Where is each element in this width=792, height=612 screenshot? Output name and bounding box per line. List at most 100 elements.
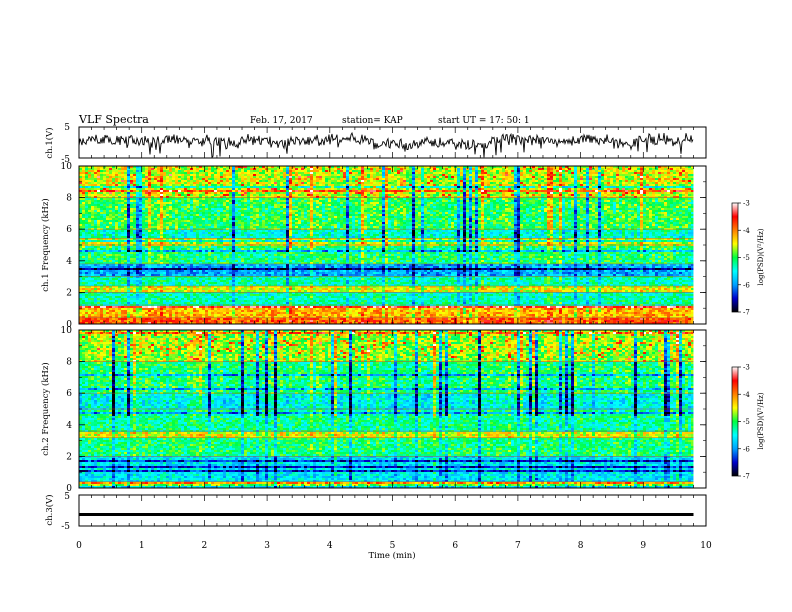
spectrogram-cell: [655, 190, 658, 192]
spectrogram-cell: [523, 172, 526, 174]
spectrogram-cell: [610, 166, 613, 168]
spectrogram-cell: [343, 200, 346, 202]
spectrogram-cell: [127, 174, 130, 176]
spectrogram-cell: [637, 192, 640, 194]
spectrogram-cell: [649, 166, 652, 168]
spectrogram-cell: [535, 200, 538, 202]
spectrogram-cell: [523, 168, 526, 170]
spectrogram-cell: [250, 208, 253, 210]
spectrogram-cell: [628, 208, 631, 210]
spectrogram-cell: [514, 170, 517, 172]
spectrogram-cell: [148, 180, 151, 182]
spectrogram-cell: [403, 204, 406, 206]
spectrogram-cell: [355, 170, 358, 172]
spectrogram-cell: [100, 198, 103, 200]
spectrogram-cell: [307, 196, 310, 198]
spectrogram-cell: [310, 192, 313, 194]
spectrogram-cell: [142, 202, 145, 204]
spectrogram-cell: [478, 182, 481, 184]
spectrogram-cell: [160, 192, 163, 194]
spectrogram-cell: [688, 168, 691, 170]
spectrogram-cell: [355, 166, 358, 168]
spectrogram-cell: [577, 198, 580, 200]
spectrogram-cell: [679, 166, 682, 168]
spectrogram-cell: [685, 178, 688, 180]
spectrogram-cell: [631, 194, 634, 196]
spectrogram-cell: [304, 190, 307, 192]
spectrogram-cell: [643, 200, 646, 202]
spectrogram-cell: [157, 206, 160, 208]
spectrogram-cell: [691, 196, 694, 198]
spectrogram-cell: [346, 192, 349, 194]
spectrogram-cell: [106, 194, 109, 196]
spectrogram-cell: [130, 180, 133, 182]
spectrogram-cell: [190, 190, 193, 192]
spectrogram-cell: [385, 206, 388, 208]
spectrogram-cell: [565, 174, 568, 176]
spectrogram-cell: [319, 210, 322, 212]
spectrogram-cell: [334, 212, 337, 214]
spectrogram-cell: [172, 198, 175, 200]
spectrogram-cell: [376, 188, 379, 190]
spectrogram-cell: [346, 208, 349, 210]
spectrogram-cell: [382, 198, 385, 200]
spectrogram-cell: [637, 202, 640, 204]
spectrogram-cell: [307, 202, 310, 204]
spectrogram-cell: [139, 184, 142, 186]
spectrogram-cell: [454, 172, 457, 174]
spectrogram-cell: [589, 174, 592, 176]
spectrogram-cell: [346, 188, 349, 190]
spectrogram-cell: [325, 194, 328, 196]
spectrogram-cell: [571, 196, 574, 198]
spectrogram-cell: [244, 198, 247, 200]
spectrogram-cell: [238, 174, 241, 176]
spectrogram-cell: [610, 206, 613, 208]
spectrogram-cell: [193, 210, 196, 212]
spectrogram-cell: [520, 202, 523, 204]
spectrogram-cell: [394, 172, 397, 174]
spectrogram-cell: [481, 212, 484, 214]
spectrogram-cell: [682, 178, 685, 180]
spectrogram-cell: [190, 184, 193, 186]
spectrogram-cell: [619, 180, 622, 182]
spectrogram-cell: [307, 198, 310, 200]
spectrogram-cell: [421, 176, 424, 178]
spectrogram-cell: [523, 174, 526, 176]
spectrogram-cell: [331, 206, 334, 208]
spectrogram-cell: [142, 166, 145, 168]
spectrogram-cell: [532, 176, 535, 178]
spectrogram-cell: [442, 182, 445, 184]
spectrogram-cell: [322, 180, 325, 182]
spectrogram-cell: [286, 188, 289, 190]
spectrogram-cell: [265, 208, 268, 210]
spectrogram-cell: [130, 196, 133, 198]
spectrogram-cell: [622, 198, 625, 200]
spectrogram-cell: [256, 192, 259, 194]
spectrogram-cell: [184, 208, 187, 210]
spectrogram-cell: [631, 200, 634, 202]
spectrogram-cell: [376, 180, 379, 182]
spectrogram-cell: [106, 170, 109, 172]
spectrogram-cell: [685, 208, 688, 210]
spectrogram-cell: [175, 180, 178, 182]
spectrogram-cell: [679, 204, 682, 206]
spectrogram-cell: [94, 208, 97, 210]
spectrogram-cell: [640, 208, 643, 210]
spectrogram-cell: [244, 176, 247, 178]
spectrogram-cell: [454, 186, 457, 188]
spectrogram-cell: [139, 208, 142, 210]
spectrogram-cell: [529, 198, 532, 200]
spectrogram-cell: [442, 208, 445, 210]
spectrogram-cell: [592, 176, 595, 178]
spectrogram-cell: [379, 194, 382, 196]
spectrogram-cell: [634, 168, 637, 170]
spectrogram-cell: [322, 186, 325, 188]
spectrogram-cell: [676, 198, 679, 200]
spectrogram-cell: [442, 212, 445, 214]
spectrogram-cell: [547, 170, 550, 172]
spectrogram-cell: [475, 184, 478, 186]
spectrogram-cell: [640, 196, 643, 198]
spectrogram-cell: [85, 196, 88, 198]
spectrogram-cell: [490, 208, 493, 210]
spectrogram-cell: [526, 172, 529, 174]
